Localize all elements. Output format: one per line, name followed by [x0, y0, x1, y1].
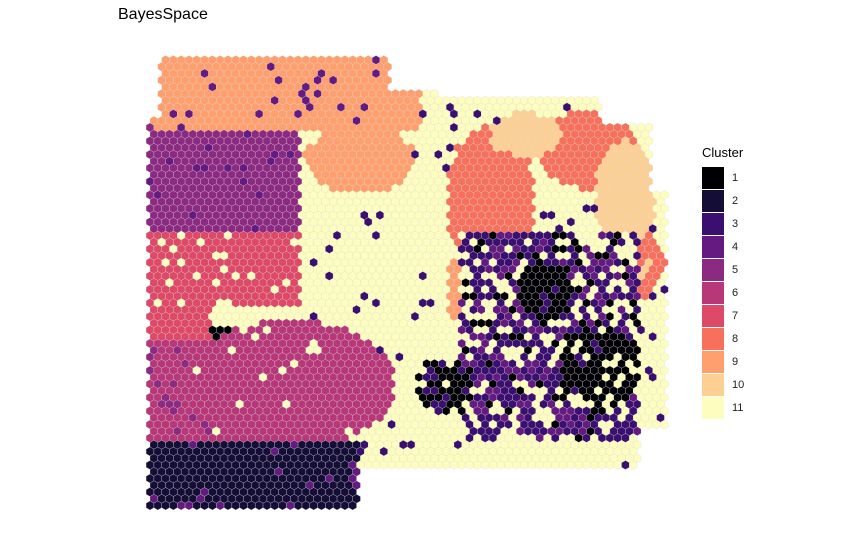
chart-title: BayesSpace: [118, 6, 208, 23]
legend-title: Cluster: [702, 145, 744, 160]
legend-label: 2: [732, 195, 739, 207]
legend-label: 3: [732, 218, 739, 230]
legend-label: 4: [732, 241, 739, 253]
legend-key-4: [702, 236, 724, 258]
spot-cluster-11: [629, 460, 638, 470]
legend-label: 7: [732, 310, 739, 322]
legend-key-8: [702, 328, 724, 350]
legend-label: 8: [732, 333, 739, 345]
legend-key-5: [702, 259, 724, 281]
legend-label: 1: [732, 172, 739, 184]
legend-label: 6: [732, 287, 739, 299]
legend-key-11: [702, 397, 724, 419]
spot-cluster-2: [348, 500, 357, 511]
legend-key-2: [702, 190, 724, 212]
legend-label: 9: [732, 356, 739, 368]
legend-key-6: [702, 282, 724, 304]
legend-key-10: [702, 374, 724, 396]
spot-cluster-11: [660, 419, 669, 430]
legend-key-7: [702, 305, 724, 327]
legend-label: 10: [732, 379, 745, 391]
legend-key-3: [702, 213, 724, 235]
legend-label: 5: [732, 264, 739, 276]
legend-key-1: [702, 167, 724, 189]
legend-label: 11: [732, 402, 744, 414]
legend-key-9: [702, 351, 724, 373]
